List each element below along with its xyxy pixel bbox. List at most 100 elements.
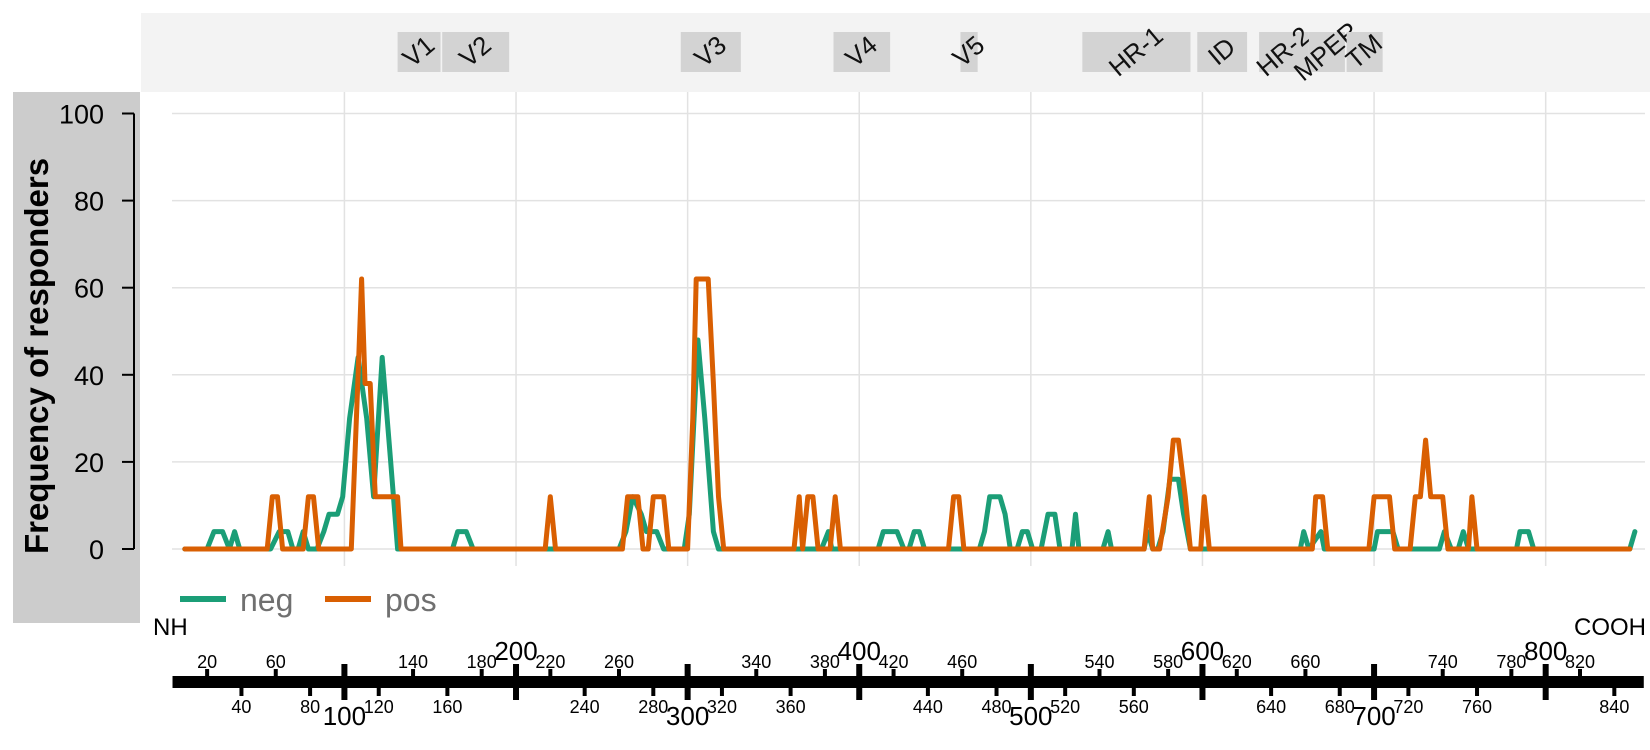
ruler-minor-label: 160 — [432, 697, 462, 717]
ruler-minor-tick — [1406, 686, 1411, 696]
ruler-minor-label: 20 — [197, 652, 217, 672]
ruler-minor-label: 420 — [879, 652, 909, 672]
x-label-left: NH — [153, 614, 188, 641]
ruler-minor-label: 540 — [1084, 652, 1114, 672]
ruler-minor-tick — [719, 686, 724, 696]
ruler-minor-label: 820 — [1565, 652, 1595, 672]
ruler-minor-tick — [1234, 669, 1239, 679]
ruler-minor-label: 520 — [1050, 697, 1080, 717]
ruler-minor-tick — [411, 669, 416, 679]
ruler-major-tick — [341, 664, 348, 700]
region-box — [833, 32, 891, 72]
region-box — [397, 32, 441, 72]
ruler-minor-tick — [548, 669, 553, 679]
y-tick-label: 0 — [89, 535, 104, 565]
grid — [172, 92, 1645, 566]
ruler-minor-label: 740 — [1428, 652, 1458, 672]
ruler-minor-label: 780 — [1496, 652, 1526, 672]
ruler-major-tick — [1542, 664, 1549, 700]
ruler-minor-tick — [960, 669, 965, 679]
ruler-major-label: 800 — [1524, 636, 1567, 666]
ruler-minor-tick — [1303, 669, 1308, 679]
ruler-major-tick — [1371, 664, 1378, 700]
ruler-minor-label: 280 — [638, 697, 668, 717]
ruler-minor-label: 580 — [1153, 652, 1183, 672]
ruler-minor-label: 480 — [982, 697, 1012, 717]
region-box — [1197, 32, 1248, 72]
ruler-minor-tick — [1509, 669, 1514, 679]
series-lines — [182, 276, 1638, 552]
ruler-minor-label: 40 — [231, 697, 251, 717]
ruler-major-label: 700 — [1352, 701, 1395, 731]
ruler-minor-label: 340 — [741, 652, 771, 672]
ruler-minor-label: 360 — [776, 697, 806, 717]
y-tick-label: 40 — [74, 361, 104, 391]
ruler-minor-label: 80 — [300, 697, 320, 717]
ruler-major-tick — [856, 664, 863, 700]
ruler-minor-label: 380 — [810, 652, 840, 672]
ruler-minor-tick — [1063, 686, 1068, 696]
ruler-minor-label: 760 — [1462, 697, 1492, 717]
ruler-major-label: 500 — [1009, 701, 1052, 731]
region-box — [1082, 32, 1191, 72]
ruler-minor-tick — [651, 686, 656, 696]
y-tick-label: 80 — [74, 187, 104, 217]
ruler-minor-label: 460 — [947, 652, 977, 672]
ruler-minor-tick — [822, 669, 827, 679]
ruler-minor-label: 220 — [535, 652, 565, 672]
ruler-minor-label: 660 — [1290, 652, 1320, 672]
ruler-minor-tick — [445, 686, 450, 696]
ruler-minor-tick — [1440, 669, 1445, 679]
ruler-minor-label: 180 — [467, 652, 497, 672]
x-label-right: COOH — [1574, 614, 1646, 641]
ruler-minor-tick — [616, 669, 621, 679]
ruler-minor-label: 720 — [1393, 697, 1423, 717]
ruler-minor-label: 680 — [1325, 697, 1355, 717]
region-box — [1259, 32, 1309, 72]
ruler-major-tick — [1199, 664, 1206, 700]
ruler-minor-label: 120 — [364, 697, 394, 717]
ruler-major-label: 300 — [666, 701, 709, 731]
ruler-minor-label: 840 — [1599, 697, 1629, 717]
ruler-minor-tick — [925, 686, 930, 696]
ruler-minor-tick — [891, 669, 896, 679]
ruler-bar — [172, 676, 1644, 688]
ruler-minor-tick — [994, 686, 999, 696]
ruler-minor-tick — [1578, 669, 1583, 679]
ruler-major-tick — [1027, 664, 1034, 700]
region-box — [680, 32, 741, 72]
ruler-minor-label: 560 — [1119, 697, 1149, 717]
ruler-major-tick — [684, 664, 691, 700]
ruler-minor-tick — [582, 686, 587, 696]
ruler-minor-tick — [308, 686, 313, 696]
region-box — [1346, 32, 1383, 72]
ruler-minor-tick — [1475, 686, 1480, 696]
ruler-minor-tick — [1612, 686, 1617, 696]
ruler-minor-label: 240 — [570, 697, 600, 717]
ruler-minor-label: 260 — [604, 652, 634, 672]
ruler-minor-tick — [1131, 686, 1136, 696]
ruler-minor-tick — [788, 686, 793, 696]
region-strip-background — [141, 13, 1650, 92]
ruler-minor-tick — [1337, 686, 1342, 696]
ruler-major-label: 200 — [494, 636, 537, 666]
y-tick-label: 60 — [74, 274, 104, 304]
position-ruler: 100 200 300 400 500 600 700 800 20 60 140 180 220 260… — [172, 636, 1644, 731]
ruler-minor-tick — [1269, 686, 1274, 696]
y-tick-label: 100 — [59, 100, 104, 130]
series-line-neg — [182, 337, 1638, 552]
region-box — [1308, 32, 1345, 72]
region-box — [960, 32, 978, 72]
ruler-minor-label: 620 — [1222, 652, 1252, 672]
ruler-minor-tick — [273, 669, 278, 679]
ruler-minor-label: 320 — [707, 697, 737, 717]
y-axis: 0 20 40 60 80 100 — [59, 100, 135, 565]
legend: neg pos — [180, 582, 437, 618]
legend-label-pos: pos — [385, 582, 437, 618]
ruler-minor-tick — [1097, 669, 1102, 679]
ruler-minor-tick — [376, 686, 381, 696]
ruler-minor-tick — [1166, 669, 1171, 679]
region-box — [442, 32, 510, 72]
